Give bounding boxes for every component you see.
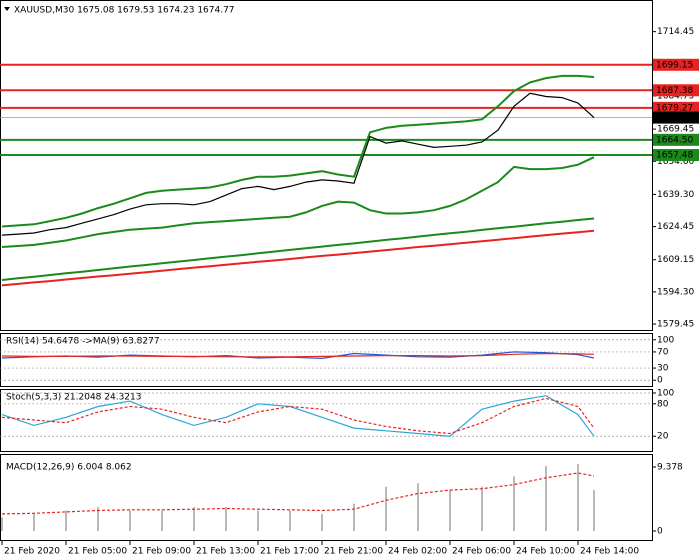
y-tick-label: 0 <box>657 376 663 386</box>
x-tick-label: 21 Feb 17:00 <box>260 547 319 557</box>
y-tick-label: 1669.45 <box>657 125 694 135</box>
y-tick-label: 1624.45 <box>657 222 694 232</box>
level-label: 1687.38 <box>656 86 693 96</box>
panel-title: RSI(14) 54.6478 ->MA(9) 63.8277 <box>6 337 160 347</box>
y-tick-label: 1594.30 <box>657 287 694 297</box>
rsi-panel <box>0 333 653 387</box>
y-tick-label: 1579.45 <box>657 320 694 330</box>
y-tick-label: 20 <box>657 432 669 442</box>
y-tick-label: 100 <box>657 335 674 345</box>
y-tick-label: 80 <box>657 399 669 409</box>
panel-title: XAUUSD,M30 1675.08 1679.53 1674.23 1674.… <box>14 6 235 16</box>
collapse-icon <box>4 7 10 11</box>
level-label: 1664.50 <box>656 135 693 145</box>
y-tick-label: 0 <box>657 526 663 536</box>
series-line <box>1 74 595 228</box>
main-panel <box>0 0 653 331</box>
level-label-box <box>653 58 699 71</box>
series-line <box>1 472 595 515</box>
level-label: 1699.15 <box>656 60 693 70</box>
x-tick-label: 21 Feb 05:00 <box>68 547 127 557</box>
level-label-box <box>653 101 699 114</box>
series-line <box>1 217 595 281</box>
x-tick-label: 24 Feb 06:00 <box>452 547 511 557</box>
series-line <box>1 352 595 358</box>
level-label-box <box>653 133 699 146</box>
panel-title: MACD(12,26,9) 6.004 8.062 <box>6 463 132 473</box>
x-tick-label: 24 Feb 10:00 <box>516 547 575 557</box>
level-label-box <box>653 111 699 124</box>
y-tick-label: 9.378 <box>657 463 683 473</box>
macd-panel <box>0 454 653 541</box>
y-tick-label: 100 <box>657 388 674 398</box>
series-line <box>1 229 595 287</box>
x-tick-label: 24 Feb 02:00 <box>388 547 447 557</box>
y-tick-label: 1684.75 <box>657 91 694 101</box>
x-tick-label: 24 Feb 14:00 <box>580 547 639 557</box>
series-line <box>1 397 595 435</box>
x-tick-label: 21 Feb 09:00 <box>132 547 191 557</box>
y-tick-label: 1654.60 <box>657 157 694 167</box>
panel-title: Stoch(5,3,3) 21.2048 24.3213 <box>6 393 141 403</box>
series-line <box>1 351 595 360</box>
y-tick-label: 30 <box>657 364 669 374</box>
stoch-panel <box>0 389 653 452</box>
level-label-box <box>653 84 699 97</box>
level-label-box <box>653 149 699 162</box>
level-label: 1657.48 <box>656 151 693 161</box>
level-label: 1674.77 <box>656 113 693 123</box>
x-tick-label: 21 Feb 2020 <box>4 547 60 557</box>
y-tick-label: 70 <box>657 347 669 357</box>
x-tick-label: 21 Feb 21:00 <box>324 547 383 557</box>
y-tick-label: 1639.30 <box>657 190 694 200</box>
x-tick-label: 21 Feb 13:00 <box>196 547 255 557</box>
level-label: 1679.27 <box>656 103 693 113</box>
series-line <box>1 92 595 236</box>
series-line <box>1 395 595 437</box>
y-tick-label: 1714.45 <box>657 27 694 37</box>
y-tick-label: 1609.15 <box>657 255 694 265</box>
series-line <box>1 156 595 248</box>
